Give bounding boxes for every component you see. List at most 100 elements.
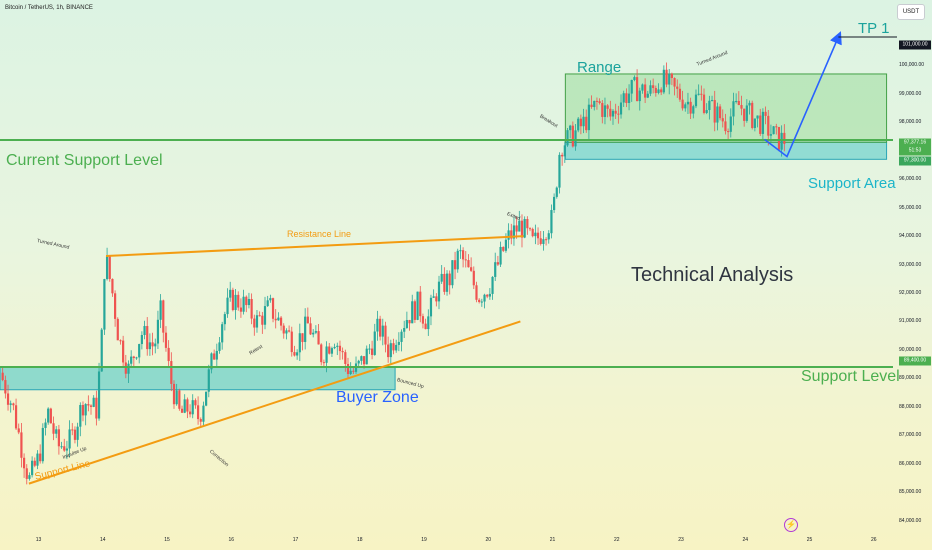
candle-body	[135, 357, 138, 359]
candle-body	[644, 84, 647, 98]
candle-body	[571, 125, 574, 147]
candle-body	[1, 372, 4, 381]
bolt-icon[interactable]: ⚡	[784, 518, 798, 532]
candle-body	[333, 346, 336, 349]
candle-body	[472, 270, 475, 286]
price-tick-label: 91,000.00	[899, 318, 922, 325]
candle-body	[633, 77, 636, 80]
candle-body	[590, 104, 593, 108]
candle-body	[767, 115, 770, 136]
candle-body	[609, 108, 612, 117]
candle-body	[534, 232, 537, 237]
candle-body	[751, 102, 754, 128]
candle-body	[52, 423, 55, 434]
candle-body	[63, 446, 66, 451]
candle-body	[223, 314, 226, 325]
candle-body	[57, 429, 60, 447]
candle-body	[467, 260, 470, 268]
candle-body	[6, 393, 10, 405]
candle-body	[480, 301, 483, 303]
support-area-price-tag: 97,300.00	[899, 156, 931, 166]
candle-body	[638, 90, 641, 102]
candle-body	[148, 342, 152, 350]
time-tick-label: 25	[806, 537, 813, 543]
candle-body	[488, 293, 491, 297]
candle-body	[114, 293, 117, 319]
candle-body	[304, 316, 307, 342]
time-axis[interactable]: 13 14 15 16 17 18 19 20 21 22 23 24 25 26	[0, 532, 893, 550]
candle-body	[84, 404, 87, 416]
support-area-zone	[564, 141, 888, 160]
candle-body	[504, 239, 508, 251]
candle-body	[491, 276, 494, 294]
candle-body	[761, 111, 765, 134]
candle-body	[370, 348, 374, 355]
candle-body	[266, 300, 269, 307]
candle-body	[416, 291, 419, 320]
candle-body	[486, 294, 489, 297]
candle-body	[170, 361, 173, 384]
price-tick-label: 86,000.00	[899, 460, 922, 467]
candle-body	[601, 103, 604, 117]
candle-body	[528, 228, 532, 230]
candle-body	[732, 101, 735, 117]
price-tick-label: 94,000.00	[899, 233, 922, 240]
support-level-price-tag: 89,400.00	[899, 356, 931, 366]
candle-body	[130, 356, 133, 364]
candle-body	[36, 453, 39, 466]
time-tick-label: 17	[292, 537, 299, 543]
candle-body	[4, 380, 7, 394]
candle-body	[151, 342, 154, 347]
price-tick-label: 88,000.00	[899, 403, 922, 410]
candle-body	[453, 260, 457, 270]
candle-body	[478, 299, 481, 302]
candle-body	[210, 353, 213, 370]
candle-body	[360, 356, 363, 361]
candle-body	[764, 111, 767, 116]
candle-body	[199, 419, 202, 422]
time-tick-label: 22	[613, 537, 620, 543]
candle-body	[515, 225, 518, 232]
candle-body	[611, 110, 615, 117]
range-label: Range	[577, 59, 622, 76]
candle-body	[338, 345, 342, 352]
candle-body	[226, 297, 229, 315]
candle-body	[459, 250, 462, 252]
price-axis[interactable]: 84,000.00 85,000.00 86,000.00 87,000.00 88,0…	[893, 0, 932, 532]
candle-body	[328, 346, 331, 354]
time-tick-label: 20	[485, 537, 492, 543]
candle-body	[146, 326, 149, 350]
candle-body	[553, 196, 556, 211]
candle-body	[635, 77, 639, 102]
candle-body	[172, 383, 176, 405]
currency-button[interactable]: USDT	[897, 4, 925, 20]
candle-body	[595, 100, 599, 102]
candle-body	[279, 317, 283, 326]
candle-body	[31, 460, 34, 476]
candle-body	[408, 320, 411, 324]
candle-body	[271, 298, 275, 319]
candle-body	[563, 145, 566, 157]
candle-body	[614, 110, 617, 114]
candle-body	[277, 317, 280, 321]
candle-body	[108, 256, 111, 279]
candle-body	[756, 115, 759, 119]
support-trendline	[28, 320, 521, 485]
candle-body	[603, 105, 607, 117]
candle-body	[544, 239, 548, 241]
candle-body	[574, 130, 577, 147]
time-tick-label: 19	[421, 537, 427, 543]
time-tick-label: 24	[742, 537, 749, 543]
candle-body	[759, 115, 762, 134]
candle-body	[694, 94, 698, 107]
candle-body	[221, 324, 224, 343]
candle-body	[274, 318, 277, 321]
candle-body	[156, 319, 160, 344]
candle-body	[705, 110, 708, 113]
candle-body	[702, 94, 706, 113]
candle-body	[330, 348, 334, 354]
candle-body	[290, 331, 293, 353]
candle-body	[65, 448, 69, 451]
candle-body	[510, 230, 513, 239]
